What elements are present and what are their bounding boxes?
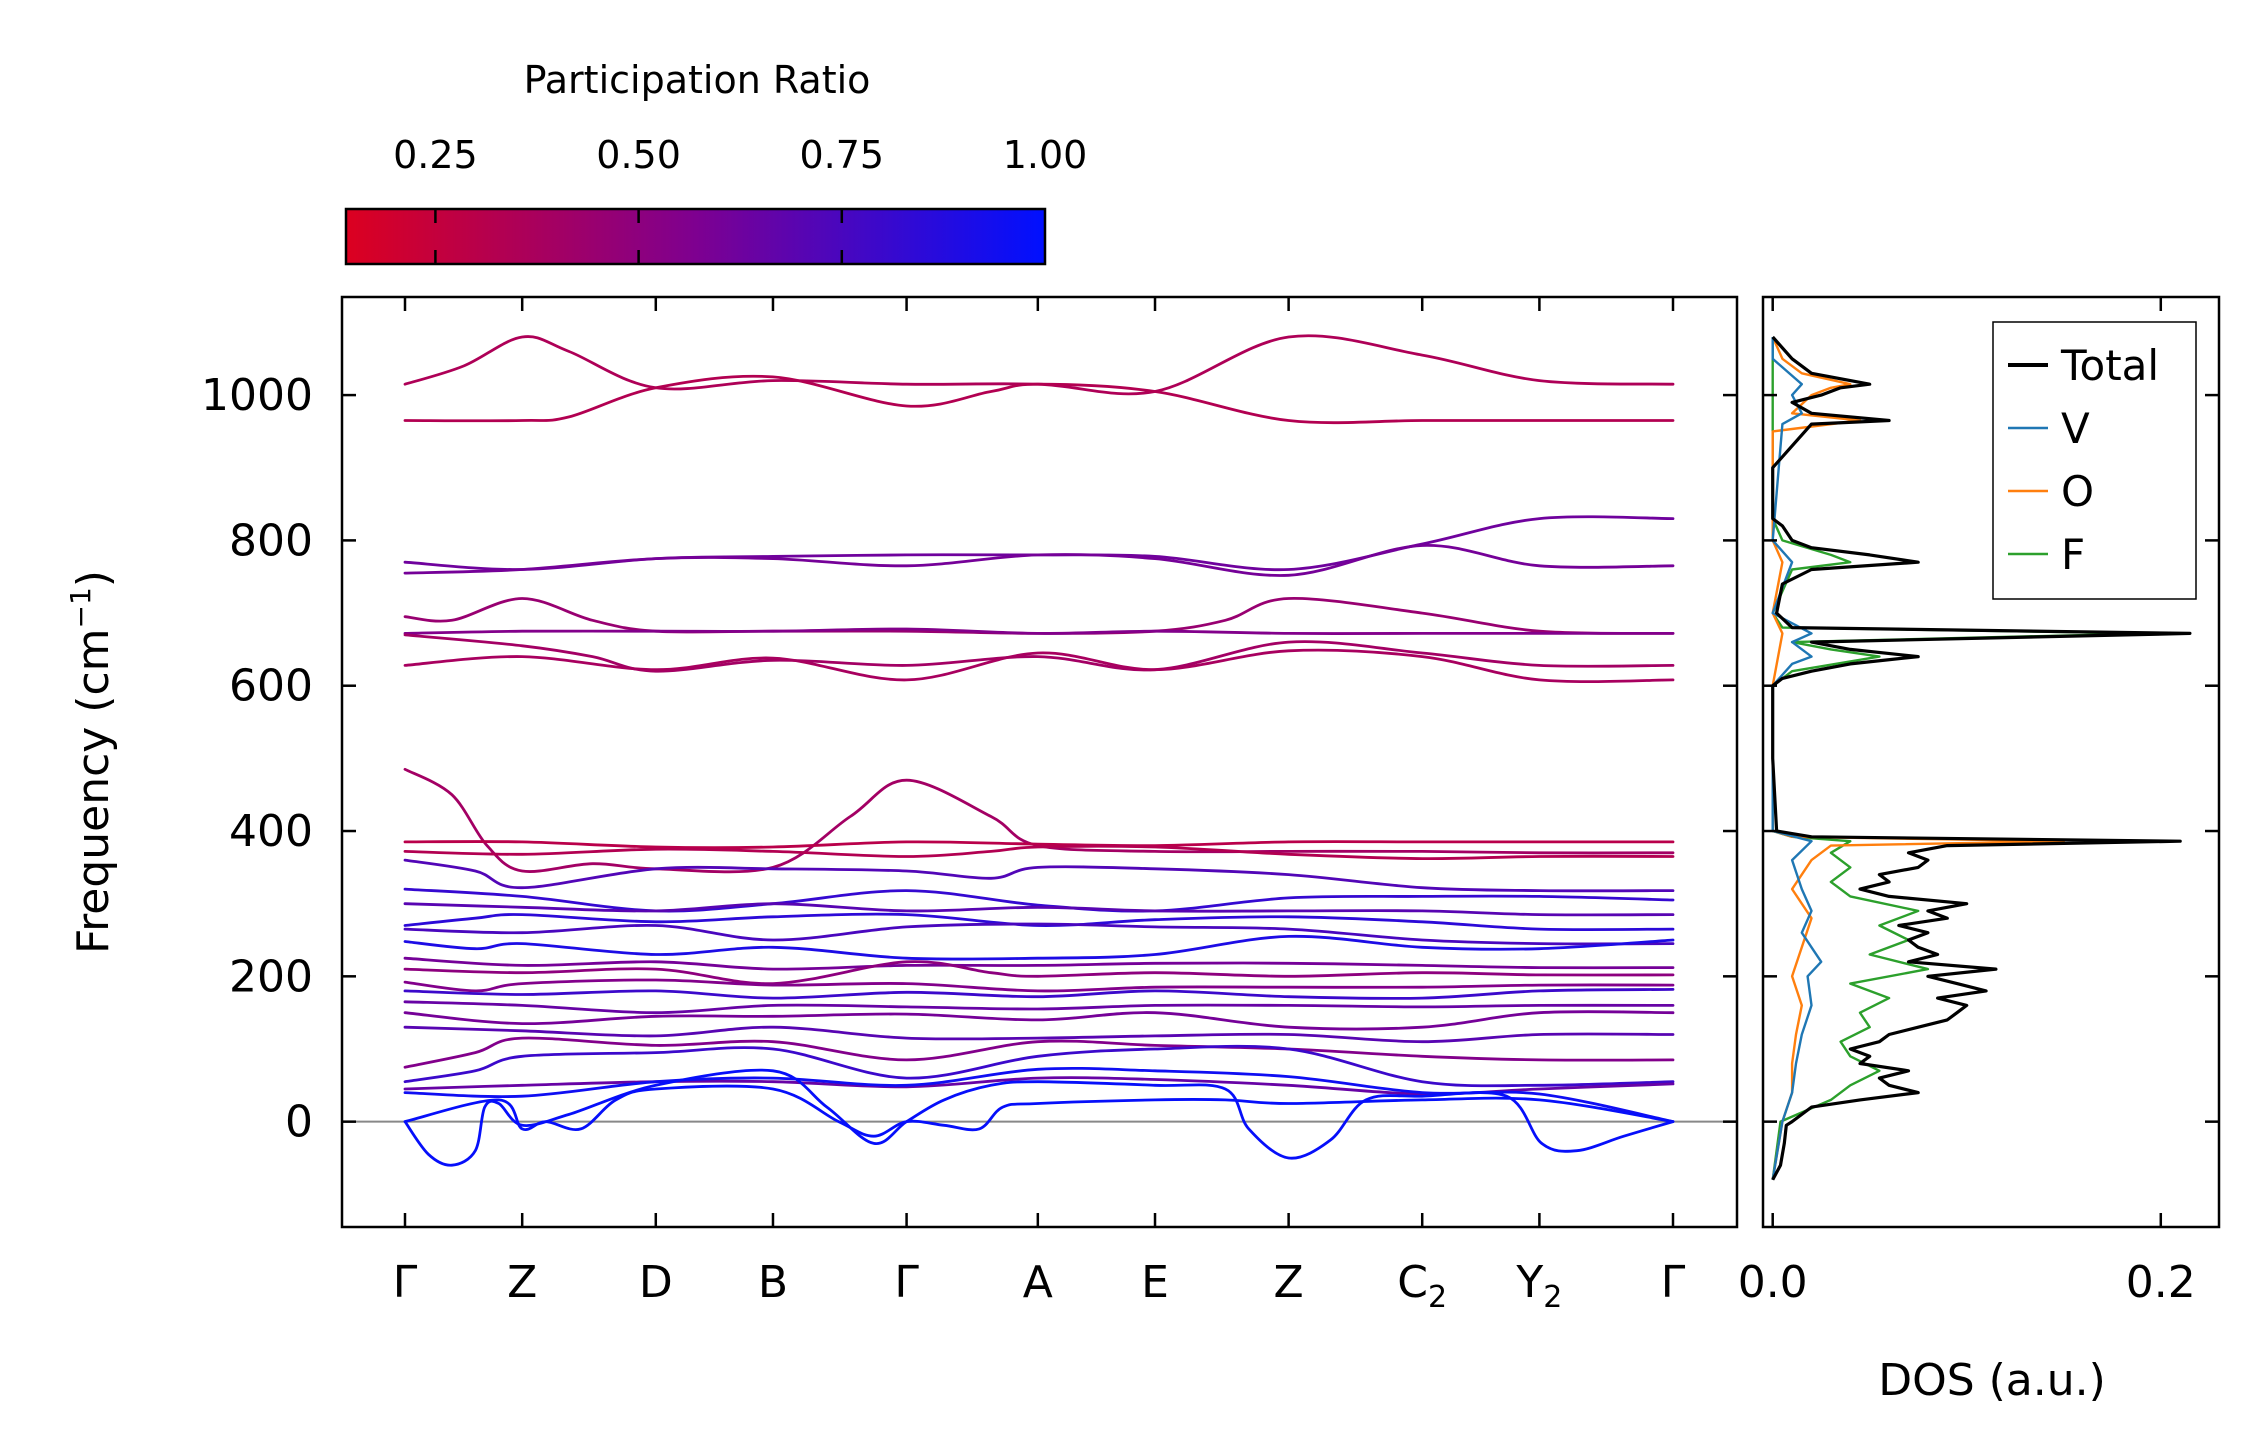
phonon-band bbox=[403, 858, 1675, 893]
y-tick-label: 200 bbox=[229, 951, 313, 1002]
kpoint-label: E bbox=[1141, 1257, 1169, 1308]
band-plot-frame bbox=[342, 297, 1737, 1227]
phonon-band bbox=[403, 767, 1675, 874]
y-axis-label-main: Frequency (cm bbox=[68, 628, 119, 954]
kpoint-label: Γ bbox=[393, 1257, 418, 1308]
legend-label: Total bbox=[2060, 341, 2159, 390]
x-axis-kpoint-labels: Γ Z D B Γ A E Z C2 Y2 Γ bbox=[393, 1257, 1686, 1315]
phonon-band bbox=[403, 934, 1675, 961]
kpoint-label: Z bbox=[507, 1257, 537, 1308]
kpoint-symbol: B bbox=[758, 1257, 788, 1308]
phonon-band bbox=[403, 902, 1675, 917]
band-plot-border bbox=[340, 295, 1739, 1229]
phonon-band bbox=[403, 840, 1675, 850]
phonon-band bbox=[403, 627, 1675, 635]
legend-label: V bbox=[2061, 404, 2090, 453]
colorbar-title: Participation Ratio bbox=[524, 58, 871, 102]
phonon-band bbox=[403, 978, 1675, 993]
dos-plot-border bbox=[1761, 295, 2221, 1229]
phonon-band bbox=[403, 1044, 1675, 1088]
kpoint-symbol: E bbox=[1141, 1257, 1169, 1308]
kpoint-symbol: Γ bbox=[1661, 1257, 1686, 1308]
phonon-band bbox=[403, 988, 1675, 1000]
kpoint-symbol: D bbox=[639, 1257, 673, 1308]
legend-label: F bbox=[2061, 530, 2085, 579]
kpoint-label: Γ bbox=[894, 1257, 919, 1308]
phonon-band bbox=[403, 544, 1675, 577]
phonon-band bbox=[403, 956, 1675, 971]
kpoint-symbol: Γ bbox=[393, 1257, 418, 1308]
kpoint-symbol: Γ bbox=[894, 1257, 919, 1308]
kpoint-tick-marks bbox=[403, 297, 1675, 1227]
phonon-band bbox=[403, 1084, 1675, 1138]
dos-curve-total bbox=[1771, 335, 2192, 1181]
kpoint-symbol: Y bbox=[1515, 1257, 1543, 1308]
dos-curves bbox=[1771, 335, 2192, 1181]
y-tick-label: 800 bbox=[229, 515, 313, 566]
kpoint-label: A bbox=[1023, 1257, 1053, 1308]
kpoint-subscript: 2 bbox=[1428, 1280, 1447, 1315]
phonon-band bbox=[403, 844, 1675, 861]
colorbar-ticks: 0.25 0.50 0.75 1.00 bbox=[393, 133, 1087, 264]
phonon-band bbox=[403, 1068, 1675, 1167]
kpoint-label: C2 bbox=[1397, 1257, 1447, 1315]
phonon-bands bbox=[403, 334, 1675, 1167]
phonon-band bbox=[403, 1010, 1675, 1031]
y-tick-label: 1000 bbox=[201, 370, 313, 421]
kpoint-label: Γ bbox=[1661, 1257, 1686, 1308]
y-axis-ticks: 0 200 400 600 800 1000 bbox=[201, 370, 1737, 1148]
kpoint-label: Y2 bbox=[1515, 1257, 1562, 1315]
colorbar-tick-label: 0.75 bbox=[799, 133, 884, 177]
kpoint-label: D bbox=[639, 1257, 673, 1308]
phonon-band bbox=[403, 1036, 1675, 1069]
kpoint-label: Z bbox=[1274, 1257, 1304, 1308]
dos-x-axis-label: DOS (a.u.) bbox=[1878, 1355, 2106, 1406]
kpoint-symbol: C bbox=[1397, 1257, 1428, 1308]
kpoint-label: B bbox=[758, 1257, 788, 1308]
y-axis-label: Frequency (cm−1) bbox=[64, 570, 119, 954]
dos-x-tick-label: 0.0 bbox=[1738, 1257, 1808, 1308]
phonon-band bbox=[403, 922, 1675, 946]
y-tick-label: 600 bbox=[229, 661, 313, 712]
colorbar-gradient bbox=[344, 207, 1047, 266]
phonon-band bbox=[403, 648, 1675, 684]
dos-legend: Total VOF bbox=[1992, 321, 2197, 600]
y-tick-label: 0 bbox=[285, 1097, 313, 1148]
phonon-band bbox=[403, 334, 1675, 396]
y-axis-label-close: ) bbox=[68, 570, 119, 587]
colorbar-tick-label: 0.25 bbox=[393, 133, 478, 177]
phonon-band bbox=[403, 1000, 1675, 1015]
phonon-band bbox=[403, 960, 1675, 986]
dos-x-tick-label: 0.2 bbox=[2126, 1257, 2196, 1308]
phonon-band bbox=[403, 1025, 1675, 1044]
phonon-band bbox=[403, 374, 1675, 425]
kpoint-symbol: Z bbox=[507, 1257, 537, 1308]
dos-panel: 0.0 0.2 DOS (a.u.) Total VOF bbox=[1738, 295, 2221, 1406]
y-tick-label: 400 bbox=[229, 806, 313, 857]
kpoint-symbol: Z bbox=[1274, 1257, 1304, 1308]
dos-axis-ticks: 0.0 0.2 bbox=[1738, 297, 2219, 1308]
y-axis-label-exponent: −1 bbox=[64, 587, 97, 628]
phonon-band bbox=[403, 887, 1675, 913]
colorbar: Participation Ratio 0.25 0.50 0.75 1.00 bbox=[344, 58, 1087, 266]
colorbar-tick-label: 0.50 bbox=[596, 133, 681, 177]
colorbar-tick-label: 1.00 bbox=[1003, 133, 1088, 177]
kpoint-subscript: 2 bbox=[1543, 1280, 1562, 1315]
kpoint-symbol: A bbox=[1023, 1257, 1053, 1308]
legend-label: O bbox=[2061, 467, 2094, 516]
